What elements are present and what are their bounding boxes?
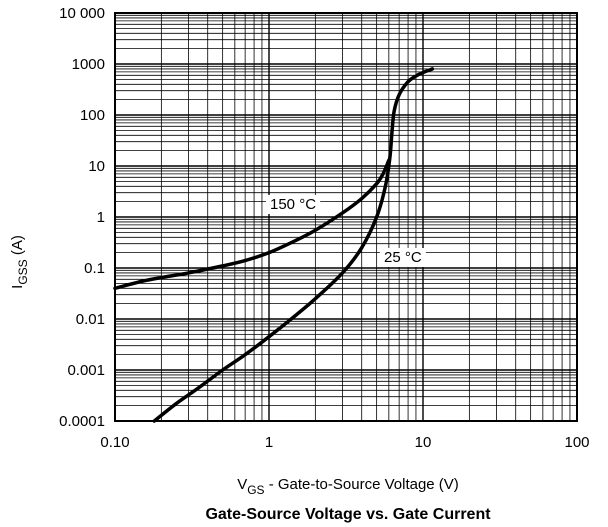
label-150-background — [266, 195, 321, 214]
x-tick-label: 100 — [564, 434, 589, 451]
y-tick-label: 1 — [97, 209, 105, 226]
x-axis-label-rest: - Gate-to-Source Voltage (V) — [265, 476, 459, 493]
y-tick-label: 10 — [88, 158, 105, 175]
series-line-150c — [113, 158, 391, 291]
x-tick-labels: 0.10 1 10 100 — [100, 434, 589, 451]
y-tick-label: 0.1 — [84, 260, 105, 277]
y-tick-label: 0.01 — [76, 311, 105, 328]
plot-frame — [114, 12, 578, 422]
y-axis-label: IGSS (A) — [9, 235, 30, 289]
label-25-background — [380, 248, 426, 267]
series-line-25c — [152, 67, 435, 423]
y-axis-label-rest: (A) — [9, 235, 26, 259]
series-layer — [113, 67, 435, 423]
y-tick-label: 100 — [80, 107, 105, 124]
y-tick-label: 1000 — [72, 56, 105, 73]
x-axis-label-main: V — [237, 476, 247, 493]
y-axis-label-subscript: GSS — [16, 259, 30, 284]
grid — [114, 13, 577, 422]
x-tick-label: 0.10 — [100, 434, 129, 451]
x-tick-label: 10 — [415, 434, 432, 451]
y-tick-label: 0.001 — [67, 362, 105, 379]
x-tick-label: 1 — [265, 434, 273, 451]
y-tick-labels: 0.0001 0.001 0.01 0.1 1 10 100 1000 10 000 — [59, 5, 105, 430]
x-axis-label-subscript: GS — [247, 483, 264, 497]
chart-title: Gate-Source Voltage vs. Gate Current — [205, 506, 491, 523]
y-axis-label-main: I — [9, 285, 26, 289]
y-tick-label: 10 000 — [59, 5, 105, 22]
x-axis-label: VGS - Gate-to-Source Voltage (V) — [237, 476, 459, 497]
series-label-25c: 25 °C — [384, 249, 422, 266]
y-tick-label: 0.0001 — [59, 413, 105, 430]
series-label-150c: 150 °C — [270, 196, 316, 213]
